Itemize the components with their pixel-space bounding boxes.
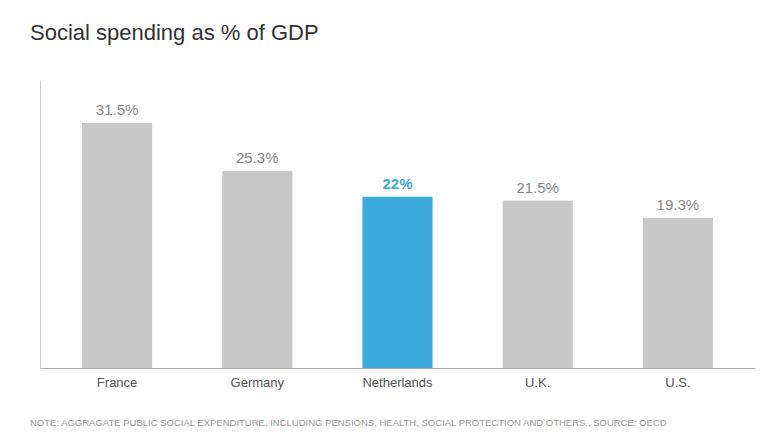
x-tick: U.K. [525, 368, 550, 390]
x-tick: U.S. [665, 368, 690, 390]
data-label: 31.5% [96, 101, 139, 118]
data-label: 19.3% [657, 196, 700, 213]
bar [82, 123, 152, 368]
data-label: 22% [382, 175, 412, 192]
y-axis-line [40, 81, 41, 369]
chart: Social spending as % of GDP France Germany… [0, 0, 780, 438]
data-label: 25.3% [236, 149, 279, 166]
note: NOTE: AGGRAGATE PUBLIC SOCIAL EXPENDITUR… [30, 417, 667, 428]
y-axis [40, 81, 41, 369]
x-tick-label: Germany [231, 375, 285, 390]
x-tick: Germany [231, 368, 285, 390]
x-tick-label: Netherlands [362, 375, 433, 390]
data-label: 21.5% [516, 179, 559, 196]
x-tick-label: U.S. [665, 375, 690, 390]
bar [503, 201, 573, 368]
x-axis: France Germany Netherlands U.K. U.S. [41, 368, 756, 390]
bar [222, 171, 292, 368]
x-tick-label: U.K. [525, 375, 550, 390]
data-labels: 31.5% 25.3% 22% 21.5% 19.3% [96, 101, 699, 213]
x-axis-line [41, 368, 756, 369]
bars [82, 123, 713, 368]
plot: France Germany Netherlands U.K. U.S. 31.5% 25.… [41, 81, 756, 391]
bar [362, 197, 432, 368]
x-tick-label: France [97, 375, 137, 390]
bar [643, 218, 713, 368]
x-tick: France [97, 368, 137, 390]
title: Social spending as % of GDP [30, 20, 319, 45]
x-tick: Netherlands [362, 368, 433, 390]
